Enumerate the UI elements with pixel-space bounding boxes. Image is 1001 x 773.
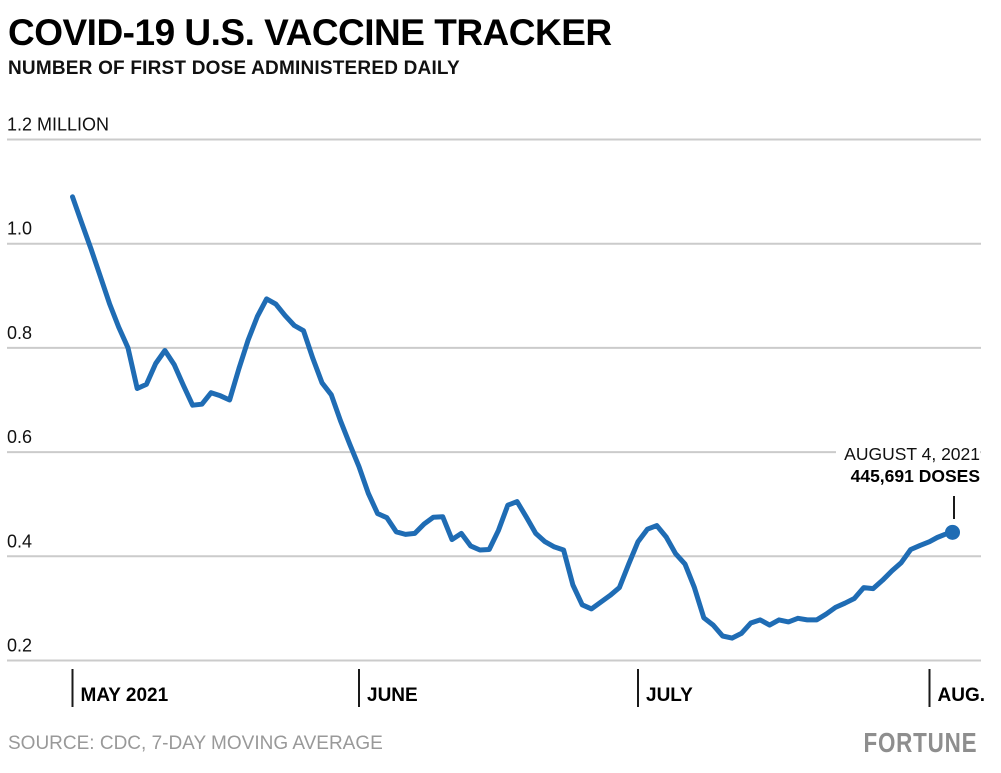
y-axis-tick-label: 0.8 xyxy=(7,323,32,343)
x-axis-tick-label: JUNE xyxy=(367,685,418,706)
annotation-date: AUGUST 4, 2021 xyxy=(844,444,980,464)
endpoint-dot xyxy=(945,524,960,540)
annotation-value: 445,691 DOSES xyxy=(850,466,980,487)
y-axis-tick-label: 0.2 xyxy=(7,636,32,656)
chart-subtitle: NUMBER OF FIRST DOSE ADMINISTERED DAILY xyxy=(8,58,460,79)
fortune-logo: FORTUNE xyxy=(863,727,977,758)
x-axis-tick-label: MAY 2021 xyxy=(81,685,169,706)
endpoint-annotation: AUGUST 4, 2021 445,691 DOSES xyxy=(836,443,980,488)
y-axis-tick-label: 0.6 xyxy=(7,427,32,447)
x-axis-tick-label: JULY xyxy=(646,685,693,706)
annotation-pointer-line xyxy=(953,496,955,519)
source-note: SOURCE: CDC, 7-DAY MOVING AVERAGE xyxy=(8,733,383,754)
trend-line xyxy=(70,194,955,641)
x-axis-tick-label: AUG. xyxy=(938,685,986,706)
y-axis-tick-label: 0.4 xyxy=(7,531,32,551)
chart-title: COVID-19 U.S. VACCINE TRACKER xyxy=(8,12,612,53)
y-axis-tick-label: 1.0 xyxy=(7,219,32,239)
y-axis-tick-label: 1.2 MILLION xyxy=(7,115,109,135)
